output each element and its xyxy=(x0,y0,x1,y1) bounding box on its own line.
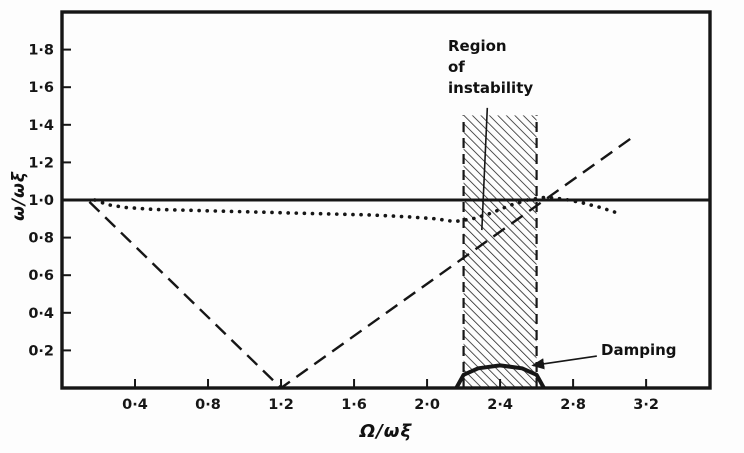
y-tick-label: 1·6 xyxy=(28,80,54,96)
y-axis-title: ω/ωξ xyxy=(9,171,29,221)
y-tick-label: 1·0 xyxy=(28,193,54,209)
x-tick-label: 2·8 xyxy=(560,397,586,413)
instability-label-line-3: instability xyxy=(448,79,534,97)
damping-leader xyxy=(531,355,597,370)
x-tick-label: 2·0 xyxy=(414,397,440,413)
y-tick-label: 0·6 xyxy=(28,268,54,284)
instability-region-band xyxy=(463,115,537,389)
dashed-line xyxy=(88,137,633,390)
x-tick-label: 0·8 xyxy=(195,397,221,413)
y-tick-label: 0·4 xyxy=(28,306,54,322)
instability-label-line-1: Region xyxy=(448,37,507,55)
x-tick-label: 2·4 xyxy=(487,397,513,413)
y-tick-label: 0·2 xyxy=(28,343,54,359)
x-axis-title: Ω/ωξ xyxy=(359,421,413,442)
y-tick-label: 1·4 xyxy=(28,118,54,134)
x-tick-label: 3·2 xyxy=(633,397,659,413)
damping-curve xyxy=(454,363,546,389)
instability-label-line-2: of xyxy=(448,58,465,76)
x-tick-label: 1·6 xyxy=(341,397,367,413)
y-tick-label: 1·8 xyxy=(28,43,54,59)
y-tick-label: 1·2 xyxy=(28,155,54,171)
damping-label: Damping xyxy=(601,341,677,359)
instability-region-label: Region of instability xyxy=(448,36,533,99)
instability-leader xyxy=(481,107,489,231)
y-tick-label: 0·8 xyxy=(28,231,54,247)
x-tick-label: 0·4 xyxy=(122,397,148,413)
x-tick-label: 1·2 xyxy=(268,397,294,413)
